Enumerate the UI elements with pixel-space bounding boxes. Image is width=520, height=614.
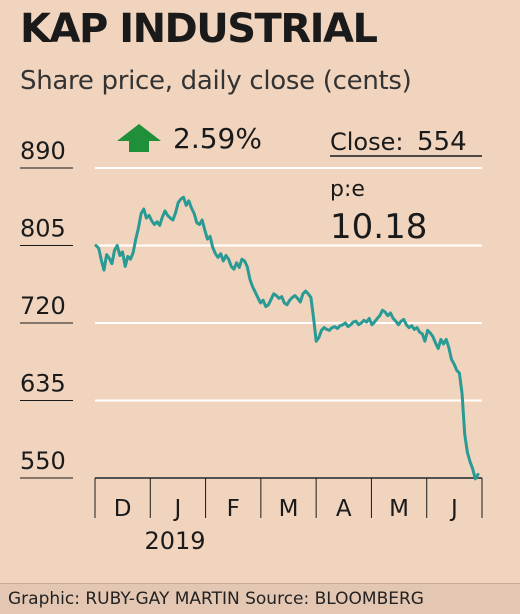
- year-label: 2019: [144, 527, 205, 555]
- y-tick-labels: 890 805 720 635 550: [20, 137, 73, 479]
- close-value: 554: [417, 127, 467, 157]
- x-tick-label: J: [449, 496, 458, 522]
- pe-value: 10.18: [330, 207, 427, 247]
- x-axis: [94, 477, 483, 518]
- close-label: Close:: [330, 128, 403, 156]
- price-line: [94, 195, 480, 481]
- footer-divider: [0, 583, 520, 584]
- chart-area: 890 805 720 635 550 2.59% Close: 554 p:e 10.…: [20, 122, 483, 555]
- chart-subtitle: Share price, daily close (cents): [20, 66, 412, 96]
- y-tick-label: 550: [20, 447, 66, 475]
- x-tick-label: D: [114, 496, 132, 522]
- x-tick-label: F: [227, 496, 240, 522]
- footer-credit: Graphic: RUBY-GAY MARTIN Source: BLOOMBE…: [0, 584, 520, 614]
- pe-label: p:e: [330, 177, 365, 202]
- x-tick-label: J: [173, 496, 182, 522]
- up-arrow-icon: [117, 124, 161, 152]
- x-tick-label: M: [389, 496, 409, 522]
- y-tick-label: 635: [20, 370, 66, 398]
- chart-title: KAP INDUSTRIAL: [20, 6, 378, 52]
- x-tick-label: M: [279, 496, 299, 522]
- change-value: 2.59%: [173, 122, 262, 155]
- y-tick-label: 890: [20, 137, 66, 165]
- y-tick-label: 720: [20, 292, 66, 320]
- y-tick-label: 805: [20, 215, 66, 243]
- x-tick-label: A: [336, 496, 352, 522]
